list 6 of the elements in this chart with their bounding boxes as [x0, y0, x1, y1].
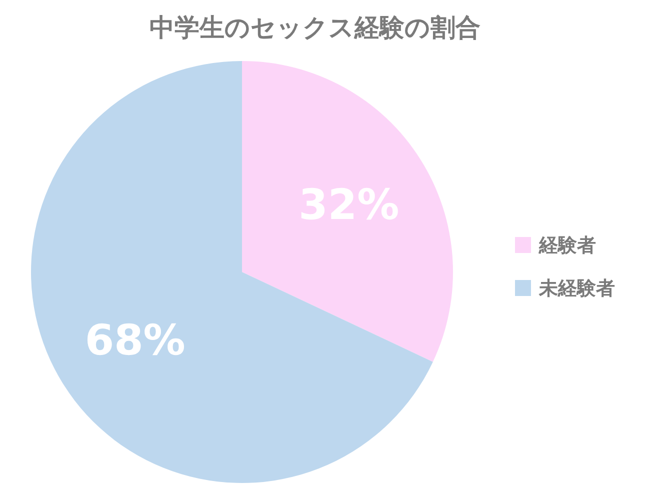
legend-label: 経験者	[538, 234, 596, 257]
legend-label: 未経験者	[538, 278, 615, 300]
chart-title: 中学生のセックス経験の割合	[150, 13, 480, 42]
pie-slice	[242, 61, 453, 362]
data-label: 68%	[84, 316, 186, 365]
pie-slice	[31, 61, 433, 483]
